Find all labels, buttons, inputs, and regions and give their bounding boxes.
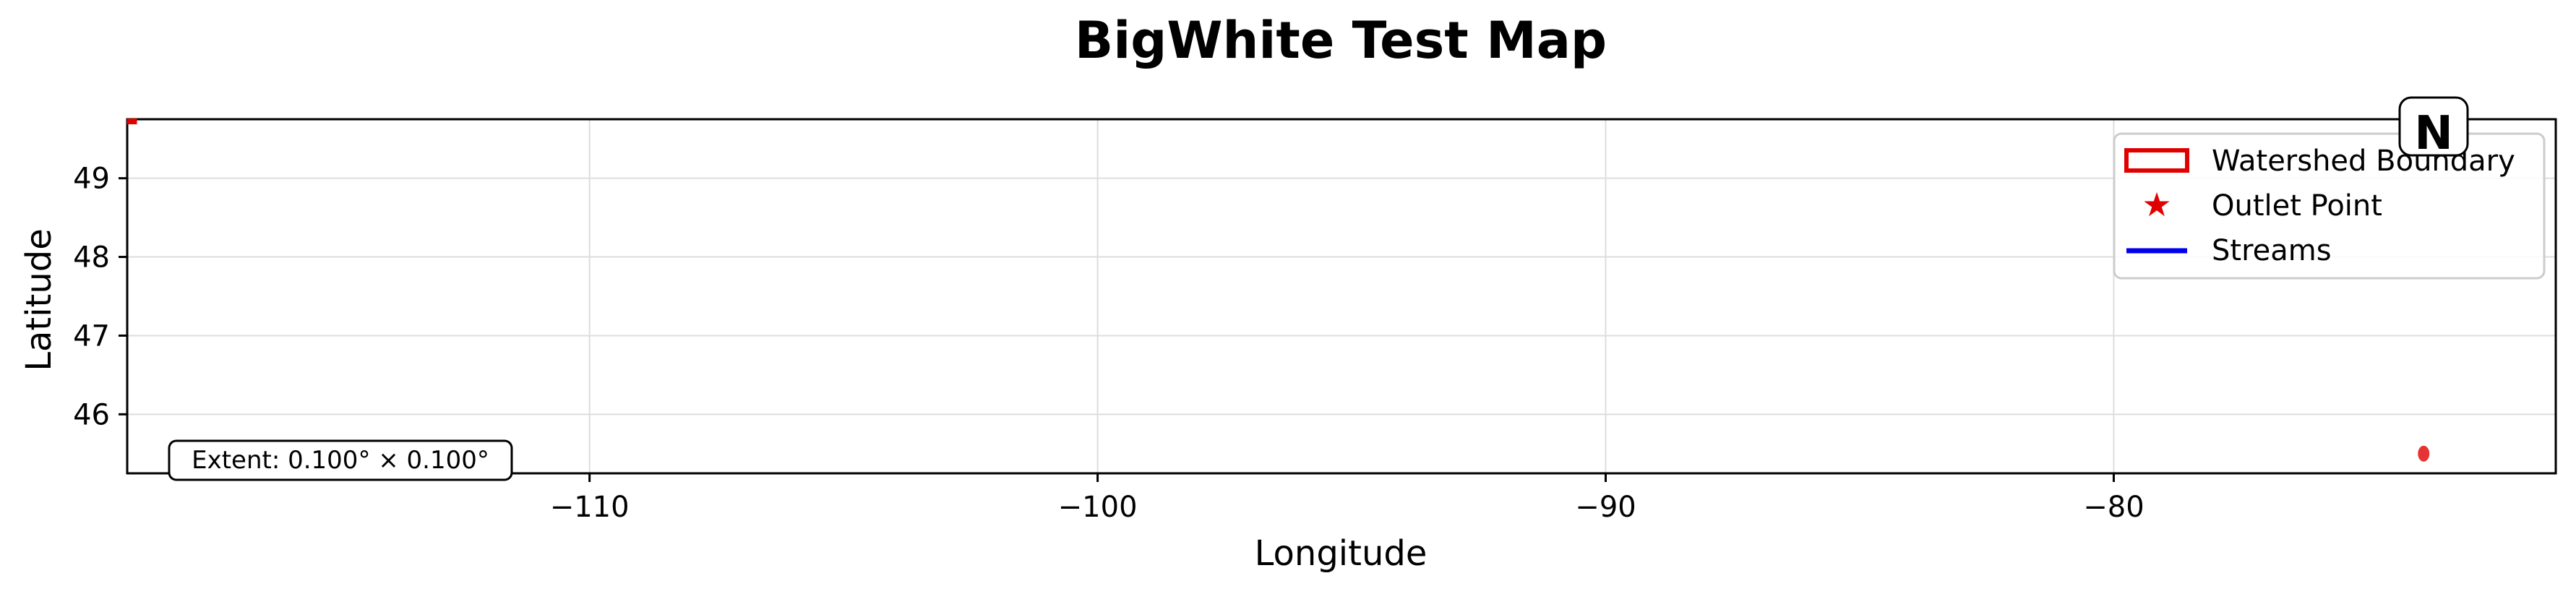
legend-box	[2113, 132, 2546, 280]
outlet-point-marker	[2418, 445, 2430, 462]
legend-label-outlet-point: Outlet Point	[2212, 189, 2382, 223]
x-tick-label: −110	[550, 491, 630, 524]
legend-label-streams: Streams	[2212, 234, 2332, 267]
north-arrow: N	[2398, 96, 2469, 160]
watershed-boundary-legend-icon	[2124, 148, 2189, 173]
y-tick-label: 46	[73, 398, 110, 431]
map-title: BigWhite Test Map	[1075, 11, 1607, 70]
y-axis-label: Latitude	[19, 228, 59, 371]
axis-ticks: −110 −100 −90 −80 46 47 48 49	[73, 163, 2144, 524]
y-tick-label: 49	[73, 163, 110, 196]
x-tick-label: −90	[1575, 491, 1636, 524]
plot-frame	[126, 118, 2557, 475]
north-arrow-box	[2398, 96, 2469, 157]
extent-box	[168, 439, 513, 481]
y-tick-label: 47	[73, 319, 110, 353]
watershed-boundary-marker	[126, 119, 137, 124]
x-tick-label: −100	[1058, 491, 1138, 524]
legend: Watershed Boundary ★ Outlet Point Stream…	[2113, 132, 2546, 280]
y-tick-label: 48	[73, 241, 110, 275]
legend-label-watershed-boundary: Watershed Boundary	[2212, 145, 2515, 178]
x-axis-label: Longitude	[1255, 533, 1427, 574]
x-tick-label: −80	[2083, 491, 2144, 524]
north-arrow-label: N	[2414, 107, 2453, 160]
outlet-point-legend-icon: ★	[2142, 185, 2171, 224]
extent-annotation: Extent: 0.100° × 0.100°	[168, 439, 513, 481]
extent-text: Extent: 0.100° × 0.100°	[192, 446, 489, 475]
map-features	[126, 119, 2430, 462]
